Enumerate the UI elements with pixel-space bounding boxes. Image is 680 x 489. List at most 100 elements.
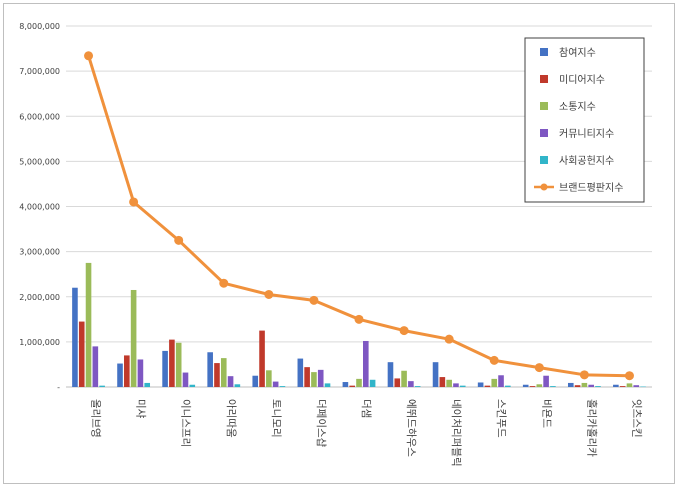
x-tick-label: 비욘드 (540, 399, 552, 428)
line-point (129, 197, 139, 207)
bar (220, 358, 227, 387)
bar (78, 321, 85, 387)
bar (144, 382, 151, 387)
bar (363, 340, 369, 387)
x-tick-label: 에뛰드하우스 (405, 399, 418, 457)
line-point (354, 314, 364, 324)
y-tick-label: 5,000,000 (19, 157, 60, 166)
bar (317, 369, 324, 387)
x-tick-label: 홀리카홀리카 (585, 399, 598, 457)
legend-swatch (540, 48, 548, 56)
bar (484, 385, 491, 387)
bar (505, 385, 511, 387)
legend-swatch (540, 156, 548, 164)
y-tick-label: 6,000,000 (19, 112, 60, 121)
line-point (399, 326, 409, 336)
bar (85, 262, 92, 387)
bar (99, 385, 105, 387)
line-point (579, 370, 589, 380)
bar (356, 378, 362, 387)
bar (92, 346, 99, 387)
bar (453, 383, 459, 387)
bar (214, 363, 220, 387)
legend-label: 참여지수 (559, 47, 596, 59)
bar (304, 367, 310, 387)
bar (550, 386, 556, 387)
bar (408, 381, 414, 387)
legend-label: 커뮤니티지수 (559, 128, 614, 140)
x-tick-label: 더샘 (360, 399, 372, 418)
bar (175, 342, 182, 387)
bar (117, 363, 123, 387)
x-tick-label: 네이처리퍼블릭 (450, 399, 462, 467)
bar (491, 378, 498, 387)
bar (266, 370, 272, 387)
line-point (84, 51, 94, 61)
bar (342, 382, 349, 387)
bar (581, 382, 588, 387)
bar (536, 384, 543, 387)
bar (498, 375, 504, 387)
bars-layer (72, 262, 646, 388)
x-tick-label: 스킨푸드 (495, 399, 507, 438)
legend-swatch (540, 102, 548, 110)
bar (349, 385, 355, 387)
legend-swatch (540, 75, 548, 83)
bar (311, 372, 317, 387)
bar (72, 287, 78, 387)
line-point (624, 371, 634, 381)
chart: - 1,000,000 2,000,000 3,000,000 4,000,000 5,0… (19, 22, 652, 467)
legend-label: 미디어지수 (559, 74, 605, 86)
line-point (489, 355, 499, 365)
bar (279, 386, 286, 387)
bar (324, 383, 331, 387)
bar (162, 350, 168, 387)
bar (633, 385, 640, 387)
bar (207, 352, 213, 387)
line-point (174, 235, 184, 245)
legend-box (524, 37, 645, 203)
bar (259, 330, 265, 387)
bar (626, 383, 633, 387)
bar (137, 359, 144, 387)
x-tick-label: 잇츠스킨 (630, 399, 642, 438)
y-tick-label: 3,000,000 (19, 248, 60, 257)
y-tick-label: 4,000,000 (19, 203, 60, 212)
bar (387, 362, 394, 387)
chart-frame: - 1,000,000 2,000,000 3,000,000 4,000,000 5,0… (3, 3, 675, 484)
bar (182, 372, 189, 387)
bar (227, 376, 234, 387)
bar (394, 378, 401, 387)
bar (432, 362, 439, 387)
bar (529, 386, 536, 387)
x-tick-label: 더페이스샵 (315, 399, 327, 448)
y-tick-label: 2,000,000 (19, 293, 60, 302)
line-point (309, 295, 319, 305)
bar (369, 379, 376, 387)
x-tick-label: 토니모리 (270, 399, 282, 438)
legend-label: 소통지수 (559, 101, 596, 113)
y-tick-label: 1,000,000 (19, 338, 60, 347)
bar (522, 384, 529, 387)
bar (189, 384, 196, 387)
bar (414, 386, 421, 387)
line-point (264, 289, 274, 299)
bar (543, 375, 549, 387)
x-tick-label: 올리브영 (90, 399, 102, 438)
bar (272, 381, 279, 387)
line-point (219, 278, 229, 288)
y-tick-label: 8,000,000 (19, 22, 60, 31)
bar (613, 384, 619, 387)
bar (124, 355, 130, 387)
x-tick-label: 아리따움 (225, 399, 237, 438)
bar (297, 358, 304, 387)
legend-swatch (540, 129, 548, 137)
line-point (444, 334, 454, 344)
bar (595, 386, 601, 387)
y-axis-ticks: - 1,000,000 2,000,000 3,000,000 4,000,000 5,0… (19, 22, 60, 392)
bar (640, 386, 646, 388)
bar (234, 384, 241, 387)
legend-label: 사회공헌지수 (559, 155, 614, 167)
bar (588, 384, 594, 387)
